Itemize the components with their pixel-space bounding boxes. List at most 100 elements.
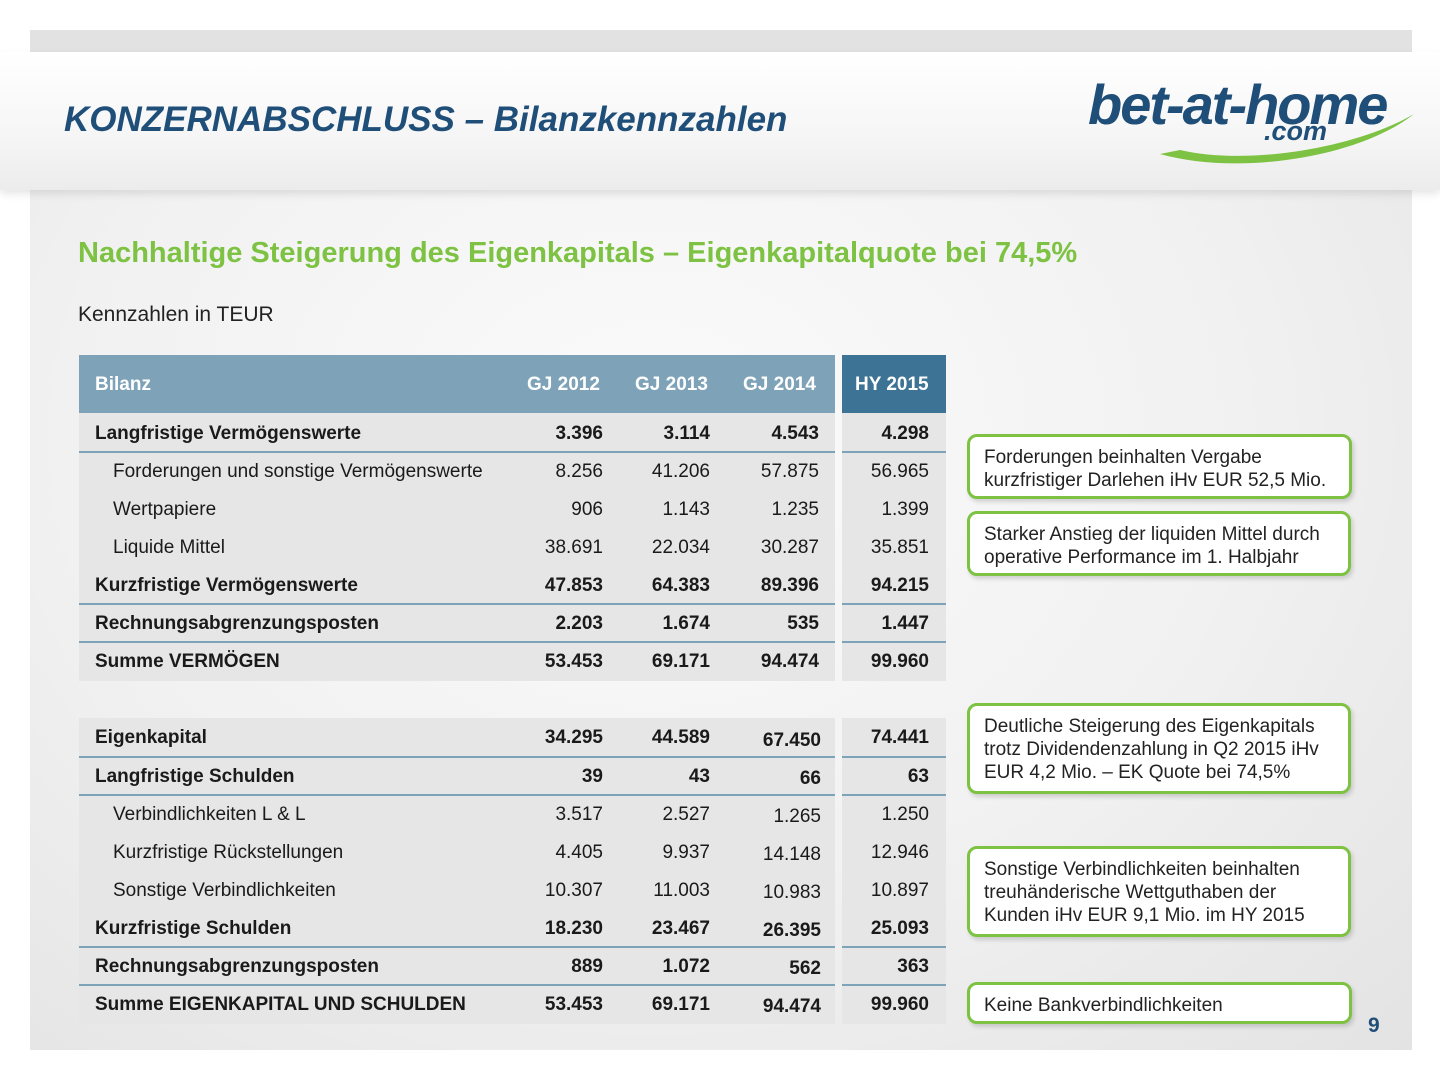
note-line: operative Performance im 1. Halbjahr <box>984 547 1299 568</box>
cell-gj-2014: 67.450 <box>762 730 821 751</box>
row-label: Kurzfristige Schulden <box>95 918 292 939</box>
cell-hy-2015: 10.897 <box>870 880 929 901</box>
cell-gj-2013: 11.003 <box>653 880 710 901</box>
header-gj-2012: GJ 2012 <box>527 374 600 395</box>
table-row: Eigenkapital 34.295 44.589 67.450 74.441 <box>79 719 946 757</box>
note-line: trotz Dividendenzahlung in Q2 2015 iHv <box>984 739 1319 760</box>
note-line: Keine Bankverbindlichkeiten <box>984 995 1223 1016</box>
table-body-bg-bottom-hy <box>842 718 946 1024</box>
cell-gj-2012: 18.230 <box>544 918 603 939</box>
cell-gj-2014: 14.148 <box>762 844 821 865</box>
cell-gj-2012: 53.453 <box>544 651 603 672</box>
cell-gj-2013: 1.674 <box>662 613 710 634</box>
note-line: Kunden iHv EUR 9,1 Mio. im HY 2015 <box>984 905 1305 926</box>
note-eigenkapital: Deutliche Steigerung des Eigenkapitals t… <box>967 703 1351 794</box>
note-line: EUR 4,2 Mio. – EK Quote bei 74,5% <box>984 762 1291 783</box>
cell-gj-2014: 66 <box>799 768 821 789</box>
cell-gj-2014: 26.395 <box>762 920 821 941</box>
table-row: Rechnungsabgrenzungsposten 2.203 1.674 5… <box>79 605 946 643</box>
cell-gj-2014: 535 <box>787 613 819 634</box>
cell-gj-2014: 4.543 <box>771 423 819 444</box>
row-label: Summe VERMÖGEN <box>95 651 280 672</box>
row-label: Langfristige Schulden <box>95 766 295 787</box>
cell-gj-2012: 34.295 <box>544 727 603 748</box>
cell-gj-2014: 57.875 <box>760 461 819 482</box>
note-line: Forderungen beinhalten Vergabe <box>984 447 1262 468</box>
cell-gj-2012: 53.453 <box>544 994 603 1015</box>
table-body-bg-top-hy <box>842 413 946 681</box>
cell-hy-2015: 1.250 <box>881 804 929 825</box>
note-verbindlichkeiten: Sonstige Verbindlichkeiten beinhalten tr… <box>967 846 1351 937</box>
cell-gj-2014: 1.235 <box>771 499 819 520</box>
slide-subtitle: Nachhaltige Steigerung des Eigenkapitals… <box>78 237 1078 269</box>
table-row: Wertpapiere 906 1.143 1.235 1.399 <box>79 491 946 529</box>
cell-gj-2014: 30.287 <box>760 537 819 558</box>
cell-hy-2015: 1.399 <box>881 499 929 520</box>
row-divider <box>79 946 835 948</box>
row-label: Forderungen und sonstige Vermögenswerte <box>113 461 483 482</box>
header-hy-2015: HY 2015 <box>855 374 929 395</box>
cell-gj-2014: 10.983 <box>762 882 821 903</box>
row-label: Rechnungsabgrenzungsposten <box>95 613 379 634</box>
row-divider <box>842 641 946 643</box>
cell-gj-2013: 22.034 <box>651 537 710 558</box>
row-divider <box>79 603 835 605</box>
row-label: Kurzfristige Vermögenswerte <box>95 575 358 596</box>
row-divider <box>842 794 946 796</box>
cell-gj-2012: 3.517 <box>555 804 603 825</box>
cell-gj-2013: 3.114 <box>663 423 711 444</box>
cell-gj-2013: 23.467 <box>651 918 710 939</box>
table-row: Liquide Mittel 38.691 22.034 30.287 35.8… <box>79 529 946 567</box>
row-label: Summe EIGENKAPITAL UND SCHULDEN <box>95 994 466 1015</box>
cell-gj-2013: 64.383 <box>651 575 710 596</box>
page-title: KONZERNABSCHLUSS – Bilanzkennzahlen <box>64 100 788 139</box>
cell-gj-2013: 69.171 <box>651 994 710 1015</box>
cell-gj-2012: 10.307 <box>544 880 603 901</box>
cell-gj-2013: 1.143 <box>662 499 710 520</box>
table-header-hy: HY 2015 <box>842 355 946 413</box>
table-row: Summe EIGENKAPITAL UND SCHULDEN 53.453 6… <box>79 986 946 1024</box>
logo-swoosh <box>1160 114 1414 164</box>
row-divider <box>79 451 835 453</box>
note-bankverbindlichkeiten: Keine Bankverbindlichkeiten <box>967 982 1352 1024</box>
cell-gj-2012: 906 <box>571 499 603 520</box>
cell-gj-2012: 889 <box>571 956 603 977</box>
note-line: treuhänderische Wettguthaben der <box>984 882 1277 903</box>
cell-hy-2015: 25.093 <box>870 918 929 939</box>
row-divider <box>79 756 835 758</box>
header-bilanz: Bilanz <box>95 374 151 395</box>
cell-gj-2014: 89.396 <box>760 575 819 596</box>
logo-text: bet-at-home <box>1088 73 1388 136</box>
header-gj-2013: GJ 2013 <box>635 374 708 395</box>
cell-gj-2013: 9.937 <box>662 842 710 863</box>
cell-gj-2012: 38.691 <box>544 537 603 558</box>
row-label: Kurzfristige Rückstellungen <box>113 842 344 863</box>
cell-gj-2012: 4.405 <box>555 842 603 863</box>
cell-gj-2013: 69.171 <box>651 651 710 672</box>
cell-hy-2015: 35.851 <box>870 537 929 558</box>
page-number: 9 <box>1368 1014 1380 1037</box>
table-body-bg-top <box>79 413 835 681</box>
cell-gj-2012: 47.853 <box>544 575 603 596</box>
row-divider <box>79 641 835 643</box>
row-label: Verbindlichkeiten L & L <box>113 804 306 825</box>
cell-hy-2015: 94.215 <box>870 575 929 596</box>
row-label: Rechnungsabgrenzungsposten <box>95 956 379 977</box>
row-label: Wertpapiere <box>113 499 217 520</box>
row-divider <box>79 984 835 986</box>
cell-gj-2012: 8.256 <box>555 461 603 482</box>
cell-hy-2015: 99.960 <box>870 651 929 672</box>
note-line: Sonstige Verbindlichkeiten beinhalten <box>984 859 1300 880</box>
unit-label: Kennzahlen in TEUR <box>78 303 274 326</box>
cell-gj-2014: 94.474 <box>762 996 821 1017</box>
cell-gj-2013: 41.206 <box>651 461 710 482</box>
note-line: Starker Anstieg der liquiden Mittel durc… <box>984 524 1320 545</box>
cell-gj-2012: 3.396 <box>555 423 603 444</box>
note-line: Deutliche Steigerung des Eigenkapitals <box>984 716 1315 737</box>
header-gj-2014: GJ 2014 <box>743 374 816 395</box>
cell-hy-2015: 99.960 <box>870 994 929 1015</box>
cell-hy-2015: 4.298 <box>881 423 929 444</box>
table-row: Summe VERMÖGEN 53.453 69.171 94.474 99.9… <box>79 643 946 681</box>
row-divider <box>842 946 946 948</box>
row-divider <box>79 794 835 796</box>
